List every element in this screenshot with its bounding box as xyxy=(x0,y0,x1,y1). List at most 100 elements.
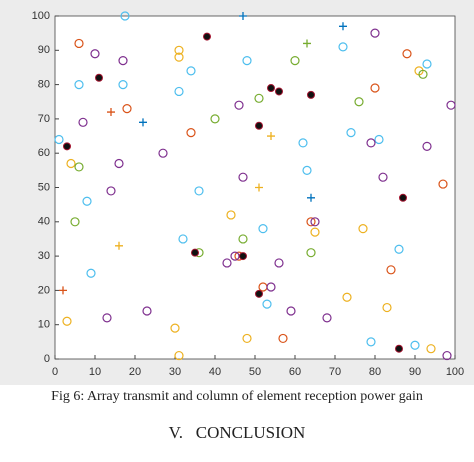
point xyxy=(239,252,247,261)
y-tick-label: 60 xyxy=(38,147,50,159)
point xyxy=(354,97,364,107)
point xyxy=(174,350,184,361)
point xyxy=(322,313,332,323)
point xyxy=(186,128,196,138)
point xyxy=(274,258,284,268)
point xyxy=(142,306,152,316)
chart: 0 10 20 30 40 50 60 70 80 90 100 0 10 20 30 40 50 60 70 80 9… xyxy=(0,0,474,385)
section-heading: V. CONCLUSION xyxy=(168,423,306,442)
point xyxy=(374,134,384,145)
x-tick-label: 70 xyxy=(329,366,341,378)
point xyxy=(307,193,315,202)
point xyxy=(226,210,236,220)
point xyxy=(422,141,432,151)
point xyxy=(378,172,388,182)
point xyxy=(255,289,263,298)
point xyxy=(74,162,84,172)
point xyxy=(174,52,184,62)
point xyxy=(194,186,204,196)
point xyxy=(158,148,168,158)
point xyxy=(59,286,67,295)
y-tick-label: 30 xyxy=(38,250,50,262)
point xyxy=(338,42,348,52)
point xyxy=(174,45,184,55)
point xyxy=(234,100,244,110)
point xyxy=(258,224,268,234)
point xyxy=(422,59,432,69)
x-tick-label: 20 xyxy=(129,366,141,378)
point xyxy=(302,165,312,175)
point xyxy=(210,114,220,124)
y-tick-label: 90 xyxy=(38,44,50,56)
point xyxy=(298,138,308,148)
point xyxy=(238,172,248,182)
point xyxy=(262,299,272,309)
point xyxy=(358,224,368,234)
point xyxy=(303,39,311,48)
point xyxy=(402,49,412,59)
point xyxy=(307,90,315,99)
point xyxy=(255,121,263,130)
point xyxy=(95,73,103,82)
x-tick-label: 40 xyxy=(209,366,221,378)
x-tick-label: 0 xyxy=(52,366,58,378)
point xyxy=(446,100,456,110)
point xyxy=(102,313,112,323)
y-tick-label: 10 xyxy=(38,319,50,331)
point xyxy=(70,217,80,227)
point xyxy=(222,258,232,268)
point xyxy=(306,248,316,258)
point xyxy=(203,32,211,41)
point xyxy=(118,79,128,90)
point xyxy=(310,227,320,237)
point xyxy=(139,118,147,127)
y-tick-label: 70 xyxy=(38,113,50,125)
point xyxy=(382,302,392,313)
point xyxy=(191,248,199,257)
point xyxy=(370,83,380,93)
x-tick-label: 50 xyxy=(249,366,261,378)
point xyxy=(90,49,100,59)
point xyxy=(74,38,84,49)
y-tick-label: 0 xyxy=(44,353,50,365)
point xyxy=(267,132,275,141)
point xyxy=(386,265,396,275)
y-tick-label: 80 xyxy=(38,79,50,91)
point xyxy=(107,108,115,117)
point xyxy=(115,241,123,250)
point xyxy=(114,158,124,169)
point xyxy=(342,292,352,302)
point xyxy=(242,333,252,344)
point xyxy=(366,337,376,347)
point xyxy=(266,282,276,292)
x-tick-label: 60 xyxy=(289,366,301,378)
point xyxy=(442,350,452,361)
point xyxy=(122,104,132,114)
point xyxy=(310,217,320,227)
point xyxy=(63,142,71,151)
point xyxy=(306,217,316,227)
point xyxy=(278,333,288,344)
point xyxy=(238,234,248,244)
point xyxy=(178,234,188,244)
point xyxy=(366,138,376,148)
point xyxy=(239,12,247,20)
point xyxy=(426,344,436,354)
point xyxy=(86,268,96,278)
point xyxy=(82,196,92,206)
point xyxy=(395,344,403,353)
figure-caption: Fig 6: Array transmit and column of elem… xyxy=(51,389,423,404)
point xyxy=(174,86,184,97)
point xyxy=(438,179,448,189)
x-tick-label: 30 xyxy=(169,366,181,378)
point xyxy=(78,117,88,127)
y-tick-label: 20 xyxy=(38,284,50,296)
point xyxy=(286,306,296,316)
point xyxy=(120,11,130,21)
point xyxy=(275,87,283,96)
point xyxy=(255,183,263,192)
point xyxy=(186,66,196,76)
point xyxy=(290,55,300,66)
point xyxy=(267,84,275,93)
